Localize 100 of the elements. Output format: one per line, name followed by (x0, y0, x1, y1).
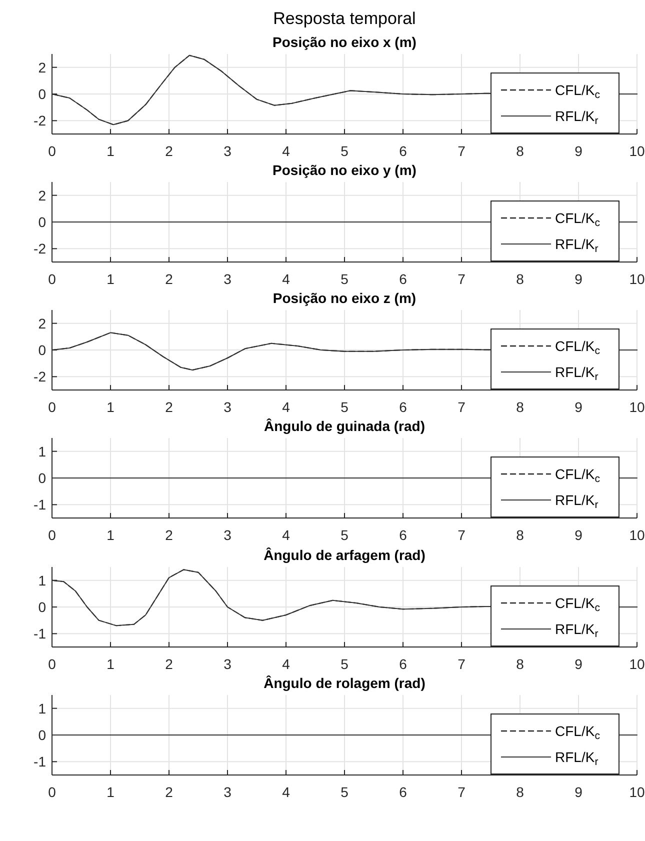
legend-label: RFL/K$_{r}$ (555, 621, 599, 640)
x-tick-label: 2 (165, 784, 174, 800)
x-tick-label: 3 (224, 527, 232, 543)
x-tick-label: 9 (574, 399, 583, 415)
x-tick-label: 0 (48, 399, 56, 415)
x-tick-label: 5 (340, 143, 349, 159)
x-tick-label: 7 (458, 143, 466, 159)
chart-title: Ângulo de arfagem (rad) (264, 547, 426, 563)
legend-label: RFL/K$_{r}$ (555, 108, 599, 127)
y-tick-label: 2 (38, 59, 46, 76)
x-tick-label: 5 (340, 527, 349, 543)
y-tick-label: 1 (38, 572, 46, 588)
y-tick-label: -2 (34, 368, 46, 385)
y-tick-label: 0 (38, 214, 46, 230)
x-tick-label: 3 (224, 784, 232, 800)
x-tick-label: 0 (48, 143, 56, 159)
y-tick-label: -1 (34, 496, 46, 513)
y-tick-label: -2 (34, 240, 46, 257)
y-tick-label: -1 (34, 754, 46, 770)
y-tick-label: 2 (38, 315, 46, 332)
x-tick-label: 7 (458, 271, 466, 287)
x-tick-label: 2 (165, 527, 174, 543)
x-tick-label: 1 (106, 143, 115, 159)
x-tick-label: 9 (574, 784, 583, 800)
chart-title: Ângulo de guinada (rad) (264, 418, 425, 434)
x-tick-label: 1 (106, 784, 115, 800)
chart-title: Posição no eixo y (m) (272, 162, 416, 178)
legend-label: CFL/K$_{c}$ (555, 466, 600, 485)
x-tick-label: 4 (282, 784, 290, 800)
y-tick-label: 2 (38, 187, 46, 204)
x-tick-label: 8 (516, 656, 524, 672)
y-tick-label: -2 (34, 112, 46, 129)
y-tick-label: 0 (38, 727, 46, 743)
x-tick-label: 0 (48, 271, 56, 287)
x-tick-label: 7 (458, 399, 466, 415)
x-tick-label: 2 (165, 656, 174, 672)
legend-label: CFL/K$_{c}$ (555, 338, 600, 357)
chart-title: Resposta temporal (273, 9, 416, 28)
x-tick-label: 5 (340, 271, 349, 287)
x-tick-label: 3 (224, 656, 232, 672)
x-tick-label: 9 (574, 527, 583, 543)
y-tick-label: 1 (38, 700, 46, 716)
x-tick-label: 6 (399, 399, 408, 415)
chart-subtitle: Posição no eixo x (m) (272, 34, 416, 50)
x-tick-label: 6 (399, 527, 408, 543)
x-tick-label: 4 (282, 399, 290, 415)
x-tick-label: 6 (399, 271, 408, 287)
y-tick-label: 0 (38, 470, 46, 486)
x-tick-label: 10 (629, 784, 645, 800)
x-tick-label: 10 (629, 656, 645, 672)
x-tick-label: 1 (106, 271, 115, 287)
chart-title: Ângulo de rolagem (rad) (264, 675, 426, 691)
legend-label: CFL/K$_{c}$ (555, 595, 600, 614)
x-tick-label: 10 (629, 527, 645, 543)
y-tick-label: 1 (38, 443, 46, 460)
x-tick-label: 0 (48, 656, 56, 672)
x-tick-label: 4 (282, 143, 290, 159)
legend-label: CFL/K$_{c}$ (555, 210, 600, 229)
x-tick-label: 7 (458, 784, 466, 800)
x-tick-label: 3 (224, 143, 232, 159)
x-tick-label: 1 (106, 527, 115, 543)
x-tick-label: 6 (399, 656, 408, 672)
x-tick-label: 0 (48, 784, 56, 800)
x-tick-label: 10 (629, 399, 645, 415)
x-tick-label: 8 (516, 271, 524, 287)
y-tick-label: 0 (38, 342, 46, 358)
x-tick-label: 4 (282, 656, 290, 672)
x-tick-label: 5 (340, 784, 349, 800)
x-tick-label: 9 (574, 271, 583, 287)
x-tick-label: 5 (340, 656, 349, 672)
x-tick-label: 6 (399, 143, 408, 159)
x-tick-label: 8 (516, 527, 524, 543)
legend-label: RFL/K$_{r}$ (555, 749, 599, 768)
x-tick-label: 2 (165, 143, 174, 159)
x-tick-label: 2 (165, 399, 174, 415)
x-tick-label: 8 (516, 784, 524, 800)
x-tick-label: 4 (282, 271, 290, 287)
x-tick-label: 3 (224, 271, 232, 287)
legend-label: RFL/K$_{r}$ (555, 364, 599, 383)
x-tick-label: 6 (399, 784, 408, 800)
x-tick-label: 1 (106, 656, 115, 672)
x-tick-label: 3 (224, 399, 232, 415)
x-tick-label: 0 (48, 527, 56, 543)
x-tick-label: 8 (516, 143, 524, 159)
chart-title: Posição no eixo z (m) (272, 290, 416, 306)
x-tick-label: 1 (106, 399, 115, 415)
y-tick-label: 0 (38, 599, 46, 615)
x-tick-label: 7 (458, 656, 466, 672)
x-tick-label: 5 (340, 399, 349, 415)
x-tick-label: 2 (165, 271, 174, 287)
legend-label: RFL/K$_{r}$ (555, 492, 599, 511)
legend-label: CFL/K$_{c}$ (555, 723, 600, 742)
x-tick-label: 8 (516, 399, 524, 415)
x-tick-label: 4 (282, 527, 290, 543)
x-tick-label: 9 (574, 656, 583, 672)
x-tick-label: 7 (458, 527, 466, 543)
y-tick-label: -1 (34, 626, 46, 642)
x-tick-label: 9 (574, 143, 583, 159)
y-tick-label: 0 (38, 86, 46, 102)
x-tick-label: 10 (629, 271, 645, 287)
